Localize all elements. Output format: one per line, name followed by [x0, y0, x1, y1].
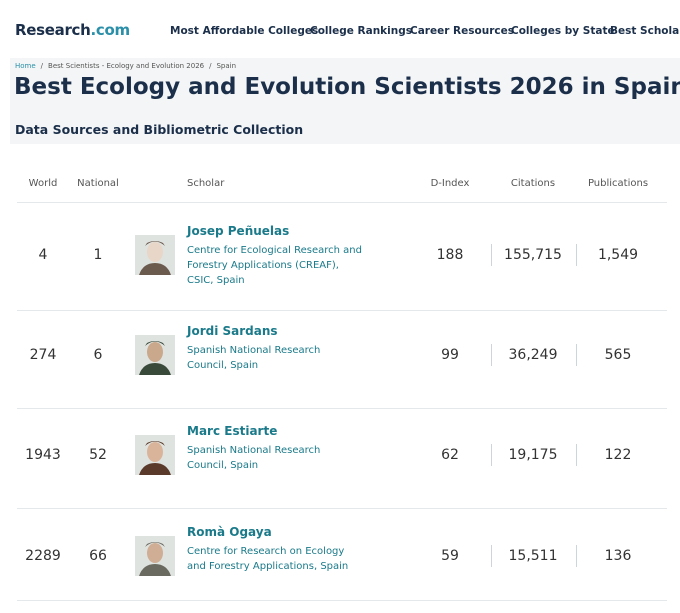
- photo-face: [147, 242, 163, 262]
- citations: 155,715: [504, 247, 562, 263]
- column-header: Citations: [510, 178, 556, 189]
- scholar-name[interactable]: Romà Ogaya: [187, 525, 272, 539]
- scholar-photo[interactable]: [135, 435, 175, 475]
- national-rank: 52: [89, 447, 107, 463]
- column-header: Publications: [587, 178, 649, 189]
- column-header: Scholar: [187, 178, 225, 189]
- scholar-name[interactable]: Josep Peñuelas: [187, 224, 290, 238]
- publications: 565: [604, 347, 632, 363]
- row-divider: [17, 202, 667, 203]
- scholar-photo[interactable]: [135, 235, 175, 275]
- nav-link[interactable]: College Rankings: [310, 25, 413, 37]
- world-rank: 4: [38, 247, 48, 263]
- breadcrumb-item[interactable]: Best Scientists - Ecology and Evolution …: [48, 62, 205, 70]
- section-title: Data Sources and Bibliometric Collection: [15, 122, 304, 137]
- photo-hair: [145, 542, 165, 547]
- d-index: 59: [441, 548, 459, 564]
- logo-suffix[interactable]: .com: [90, 21, 131, 39]
- logo-name[interactable]: Research: [15, 21, 91, 39]
- scholar-affiliation: Centre for Research on Ecology and Fores…: [187, 546, 349, 572]
- national-rank: 1: [93, 247, 103, 263]
- scholar-affiliation: Centre for Ecological Research and Fores…: [187, 245, 362, 286]
- scholar-name[interactable]: Marc Estiarte: [187, 424, 278, 438]
- photo-face: [147, 342, 163, 362]
- photo-face: [147, 442, 163, 462]
- photo-hair: [145, 441, 165, 446]
- scholar-photo[interactable]: [135, 335, 175, 375]
- breadcrumb-link[interactable]: Home: [15, 62, 36, 70]
- photo-hair: [145, 341, 165, 346]
- cell-divider: [576, 244, 577, 266]
- d-index: 188: [436, 247, 464, 263]
- scholar-name[interactable]: Jordi Sardans: [187, 324, 278, 338]
- column-header: D-Index: [430, 178, 470, 189]
- row-divider: [17, 408, 667, 409]
- cell-divider: [491, 244, 492, 266]
- world-rank: 2289: [25, 548, 61, 564]
- publications: 122: [604, 447, 632, 463]
- row-divider: [17, 508, 667, 509]
- cell-divider: [576, 545, 577, 567]
- cell-divider: [491, 444, 492, 466]
- nav-link[interactable]: Colleges by State: [511, 25, 615, 37]
- scholar-affiliation: Spanish National Research Council, Spain: [187, 445, 321, 471]
- national-rank: 6: [93, 347, 103, 363]
- column-header: World: [28, 178, 58, 189]
- citations: 19,175: [508, 447, 558, 463]
- photo-body: [139, 263, 171, 275]
- cell-divider: [491, 344, 492, 366]
- page-title: Best Ecology and Evolution Scientists 20…: [14, 74, 680, 100]
- national-rank: 66: [89, 548, 107, 564]
- world-rank: 274: [29, 347, 57, 363]
- publications: 136: [604, 548, 632, 564]
- logo[interactable]: Research.com: [15, 21, 130, 39]
- citations: 15,511: [508, 548, 558, 564]
- cell-divider: [576, 344, 577, 366]
- photo-hair: [145, 241, 165, 246]
- breadcrumb-separator: /: [209, 62, 212, 70]
- photo-face: [147, 543, 163, 563]
- nav-link[interactable]: Best Scholars: [610, 25, 680, 37]
- scholar-affiliation: Spanish National Research Council, Spain: [187, 345, 321, 371]
- breadcrumb: Home / Best Scientists - Ecology and Evolu…: [15, 62, 241, 70]
- scholar-photo[interactable]: [135, 536, 175, 576]
- title-band: [10, 58, 680, 144]
- photo-body: [139, 564, 171, 576]
- photo-body: [139, 463, 171, 475]
- cell-divider: [576, 444, 577, 466]
- row-divider: [17, 310, 667, 311]
- column-header: National: [77, 178, 119, 189]
- d-index: 62: [441, 447, 459, 463]
- world-rank: 1943: [25, 447, 61, 463]
- nav-link[interactable]: Career Resources: [410, 25, 514, 37]
- nav-link[interactable]: Most Affordable Colleges: [170, 25, 319, 37]
- cell-divider: [491, 545, 492, 567]
- breadcrumb-item: Spain: [216, 62, 237, 70]
- breadcrumb-separator: /: [40, 62, 44, 70]
- d-index: 99: [441, 347, 459, 363]
- row-divider: [17, 600, 667, 601]
- photo-body: [139, 363, 171, 375]
- citations: 36,249: [508, 347, 558, 363]
- publications: 1,549: [597, 247, 639, 263]
